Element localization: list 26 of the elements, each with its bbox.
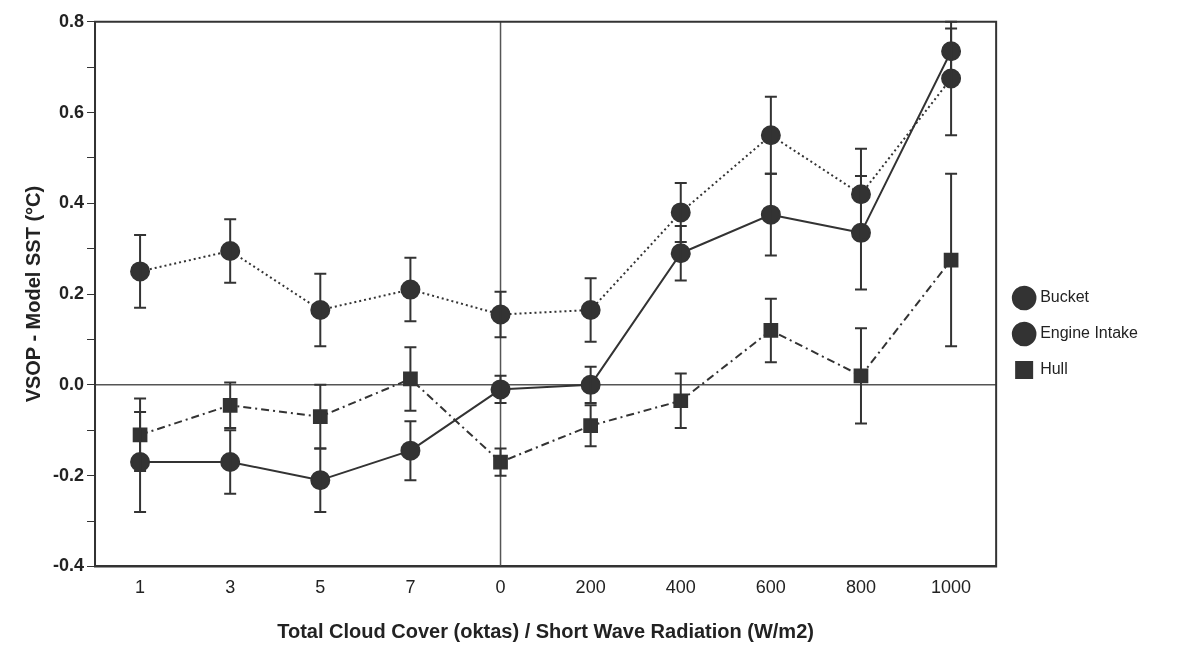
x-tick-label: 600 <box>755 577 786 598</box>
x-tick-label: 3 <box>225 577 236 598</box>
y-axis-title: VSOP - Model SST (°C) <box>21 185 44 403</box>
x-tick-label: 1000 <box>931 577 972 598</box>
y-tick-label: -0.4 <box>52 555 85 576</box>
x-axis-title: Total Cloud Cover (oktas) / Short Wave Radiation (W/m2) <box>277 619 814 642</box>
y-tick-label: 0.8 <box>58 10 85 31</box>
legend-label: Engine Intake <box>1040 324 1139 342</box>
x-tick-label: 5 <box>315 577 326 598</box>
y-tick-label: -0.2 <box>52 464 85 485</box>
y-tick-label: 0.6 <box>58 101 85 122</box>
x-tick-label: 200 <box>575 577 606 598</box>
legend-label: Bucket <box>1040 288 1090 306</box>
point <box>222 397 238 413</box>
y-tick-label: 0.0 <box>58 373 85 394</box>
y-tick-label: 0.2 <box>58 283 85 304</box>
y-tick-label: 0.4 <box>58 192 85 213</box>
x-tick-label: 0 <box>495 577 506 598</box>
x-tick-label: 400 <box>665 577 696 598</box>
point <box>312 409 328 424</box>
legend-label: Hull <box>1040 360 1068 378</box>
point <box>583 418 598 434</box>
x-tick-label: 1 <box>135 577 146 598</box>
x-tick-label: 7 <box>405 577 416 598</box>
point <box>673 393 689 409</box>
x-tick-label: 800 <box>845 577 876 598</box>
